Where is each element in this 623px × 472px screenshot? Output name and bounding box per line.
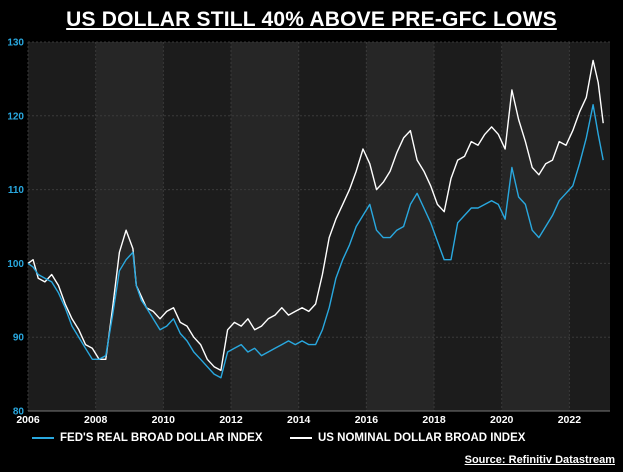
- chart-title: US DOLLAR STILL 40% ABOVE PRE-GFC LOWS: [66, 8, 557, 31]
- legend-label-real: FED'S REAL BROAD DOLLAR INDEX: [60, 432, 263, 444]
- y-tick-label: 110: [8, 185, 25, 196]
- y-tick-label: 90: [13, 333, 25, 344]
- x-axis-ticks: 2006 2008 2010 2012 2014 2016 2018 2020 2022: [16, 414, 581, 426]
- y-tick-label: 120: [7, 111, 24, 122]
- x-tick-label: 2010: [152, 414, 176, 426]
- legend-item-nominal-index: US NOMINAL DOLLAR BROAD INDEX: [290, 432, 525, 444]
- x-tick-label: 2012: [219, 414, 243, 426]
- series-lines: [27, 59, 604, 379]
- x-tick-label: 2020: [490, 414, 514, 426]
- source-note: Source: Refinitiv Datastream: [464, 454, 615, 466]
- legend-swatch-real: [32, 437, 54, 439]
- y-tick-label: 80: [13, 407, 25, 418]
- y-axis-ticks: 80 90 100 110 120 130: [7, 38, 24, 418]
- series-line-nominal-index: [27, 59, 604, 372]
- x-tick-label: 2016: [355, 414, 379, 426]
- x-tick-label: 2006: [16, 414, 40, 426]
- plot-band: [366, 42, 435, 411]
- x-tick-label: 2008: [84, 414, 108, 426]
- grid-lines: [27, 41, 610, 412]
- legend-item-real-index: FED'S REAL BROAD DOLLAR INDEX: [32, 432, 263, 444]
- legend-label-nominal: US NOMINAL DOLLAR BROAD INDEX: [318, 432, 526, 444]
- plot-band: [231, 42, 299, 411]
- y-tick-label: 130: [7, 38, 24, 49]
- series-line-real-index: [27, 103, 604, 379]
- plot-background: [28, 42, 610, 411]
- x-tick-label: 2014: [287, 414, 311, 426]
- legend-swatch-nominal: [290, 437, 312, 439]
- x-tick-label: 2022: [558, 414, 582, 426]
- y-tick-label: 100: [7, 259, 24, 270]
- x-tick-label: 2018: [422, 414, 446, 426]
- plot-band: [501, 42, 570, 411]
